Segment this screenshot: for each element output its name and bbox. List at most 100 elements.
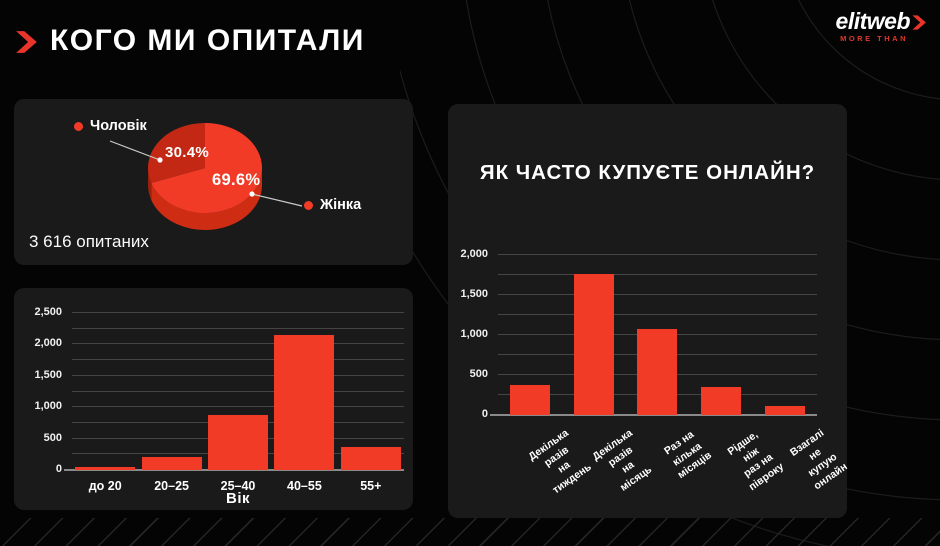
leader-line bbox=[109, 140, 161, 161]
bar-slot bbox=[338, 446, 404, 470]
bar bbox=[340, 446, 401, 470]
bar-slot bbox=[271, 334, 337, 470]
category-label: 40–55 bbox=[287, 479, 322, 493]
category-cell: Декілька разів на тиждень bbox=[498, 422, 593, 502]
gridline bbox=[498, 294, 817, 295]
legend-label: Чоловік bbox=[90, 118, 147, 134]
category-cell: Взагалі не купую онлайн bbox=[753, 422, 850, 502]
bar bbox=[208, 415, 269, 470]
bar bbox=[274, 334, 335, 470]
pie-rim bbox=[151, 168, 262, 231]
legend-item-male: Чоловік bbox=[74, 118, 147, 134]
category-label: 20–25 bbox=[154, 479, 189, 493]
leader-dot bbox=[157, 157, 163, 163]
y-tick-label: 500 bbox=[43, 431, 62, 444]
gender-pie-panel: Чоловік Жінка 30.4% 69.6% 3 616 опитаних bbox=[14, 99, 413, 265]
bar-slot bbox=[205, 415, 271, 470]
gridline bbox=[72, 406, 404, 408]
y-axis: 0 500 1,000 1,500 2,000 2,500 bbox=[26, 307, 72, 475]
respondents-count: 3 616 опитаних bbox=[29, 232, 149, 251]
y-tick-label: 1,500 bbox=[34, 368, 62, 381]
bar-slot bbox=[753, 406, 817, 415]
gender-pie-chart bbox=[109, 123, 303, 231]
category-cell: Раз на кілька місяців bbox=[626, 422, 714, 502]
brand-name: elitweb bbox=[835, 8, 911, 34]
age-bar-panel: 0 500 1,000 1,500 2,000 2,500 до 20 20–25 25–40 4… bbox=[14, 288, 413, 510]
legend-dot-icon bbox=[74, 121, 83, 131]
category-label: до 20 bbox=[88, 479, 122, 493]
bars-row bbox=[72, 313, 404, 470]
y-tick-label: 2,000 bbox=[460, 248, 488, 260]
category-label: Взагалі не купую онлайн bbox=[787, 427, 850, 493]
bar-slot bbox=[72, 467, 138, 470]
plot-area bbox=[490, 254, 817, 416]
frequency-chart-title: ЯК ЧАСТО КУПУЄТЕ ОНЛАЙН? bbox=[479, 161, 816, 184]
bar bbox=[637, 329, 678, 415]
y-tick-label: 500 bbox=[469, 368, 488, 380]
slide-title: КОГО МИ ОПИТАЛИ bbox=[50, 24, 365, 57]
bar-slot bbox=[498, 385, 562, 415]
category-cell: 25–40 bbox=[205, 477, 271, 495]
y-tick-label: 2,000 bbox=[34, 337, 62, 350]
gridline bbox=[72, 359, 404, 361]
gridline bbox=[498, 254, 817, 255]
pie-slice bbox=[148, 123, 205, 183]
pie-rim bbox=[148, 168, 152, 200]
bars-row bbox=[498, 255, 817, 415]
x-axis-categories: до 20 20–25 25–40 40–55 55+ bbox=[72, 477, 404, 495]
age-axis-title: Вік bbox=[225, 490, 250, 507]
x-axis-categories: Декілька разів на тиждень Декілька разів … bbox=[498, 422, 850, 502]
category-cell: 55+ bbox=[338, 477, 404, 495]
gridline bbox=[72, 374, 404, 376]
bar-slot bbox=[626, 329, 690, 415]
frequency-bar-chart: 0 500 1,000 1,500 2,000 Декілька разів на тиж… bbox=[452, 249, 850, 502]
bar-slot bbox=[689, 387, 753, 415]
y-axis: 0 500 1,000 1,500 2,000 bbox=[452, 249, 498, 420]
bar bbox=[75, 467, 136, 470]
bar-slot bbox=[562, 274, 626, 415]
leader-line bbox=[251, 193, 303, 207]
bar bbox=[765, 406, 806, 415]
gridline bbox=[498, 314, 817, 315]
brand-tagline: MORE THAN bbox=[840, 34, 908, 43]
legend-dot-icon bbox=[304, 200, 313, 210]
gridline bbox=[72, 390, 404, 392]
leader-dot bbox=[249, 191, 255, 197]
category-cell: Рідше, ніж раз на півроку bbox=[689, 422, 786, 502]
gridline bbox=[72, 312, 404, 313]
y-tick-label: 1,500 bbox=[460, 288, 488, 300]
age-bar-chart: 0 500 1,000 1,500 2,000 2,500 до 20 20–25 25–40 4… bbox=[26, 307, 404, 495]
gridline bbox=[72, 327, 404, 329]
bar-slot bbox=[138, 457, 204, 470]
y-tick-label: 0 bbox=[481, 408, 488, 420]
legend-label: Жінка bbox=[320, 197, 362, 213]
bar bbox=[141, 457, 202, 470]
pie-value-label-male: 30.4% bbox=[165, 144, 210, 161]
bar bbox=[573, 274, 614, 415]
brand-logo: elitweb MORE THAN bbox=[836, 8, 928, 43]
y-tick-label: 1,000 bbox=[460, 328, 488, 340]
bar bbox=[509, 385, 550, 415]
bar bbox=[701, 387, 742, 415]
background-hatch-decoration bbox=[0, 518, 940, 546]
y-tick-label: 1,000 bbox=[34, 400, 62, 413]
gridline bbox=[498, 274, 817, 275]
frequency-bar-panel: ЯК ЧАСТО КУПУЄТЕ ОНЛАЙН? 0 500 1,000 1,500 2… bbox=[448, 104, 850, 518]
pie-slice bbox=[151, 123, 262, 213]
y-tick-label: 2,500 bbox=[34, 306, 62, 318]
plot-area bbox=[64, 312, 404, 471]
category-cell: 20–25 bbox=[138, 477, 204, 495]
title-chevron-icon bbox=[16, 31, 37, 53]
category-label: 25–40 bbox=[220, 479, 256, 493]
x-axis-line bbox=[64, 469, 404, 471]
gridline bbox=[72, 343, 404, 345]
y-tick-label: 0 bbox=[55, 463, 62, 475]
category-label: 55+ bbox=[360, 479, 382, 493]
category-cell: до 20 bbox=[72, 477, 138, 495]
legend-item-female: Жінка bbox=[304, 197, 361, 213]
x-axis-line bbox=[490, 414, 817, 416]
category-cell: Декілька разів на місяць bbox=[562, 422, 654, 502]
logo-chevron-icon bbox=[912, 15, 926, 30]
pie-value-label-female: 69.6% bbox=[212, 171, 261, 189]
category-cell: 40–55 bbox=[271, 477, 337, 495]
